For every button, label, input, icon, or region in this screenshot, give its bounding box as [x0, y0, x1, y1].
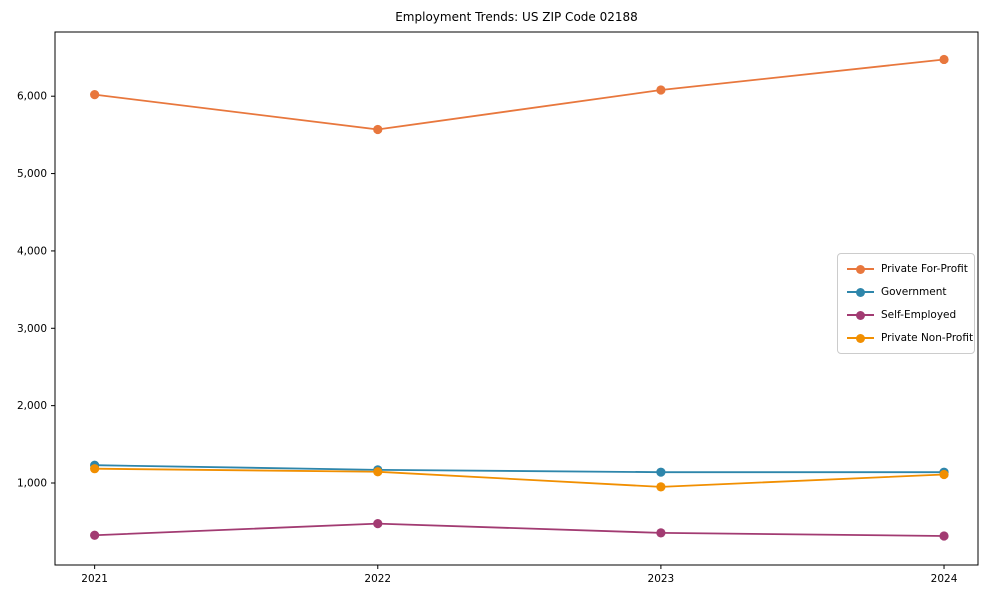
x-tick-label: 2021 — [81, 573, 108, 585]
plot-border — [54, 31, 979, 566]
legend-item-government: Government — [847, 284, 966, 300]
legend-label: Private For-Profit — [881, 263, 968, 275]
series-line-self-employed — [94, 522, 945, 537]
y-tick-label: 5,000 — [17, 168, 47, 180]
chart-title: Employment Trends: US ZIP Code 02188 — [395, 10, 638, 24]
data-point-private-non-profit-2024 — [939, 469, 949, 480]
legend-label: Self-Employed — [881, 309, 957, 321]
legend-item-self-employed: Self-Employed — [847, 307, 966, 323]
series-line-private-for-profit — [94, 58, 945, 131]
data-point-private-for-profit-2021 — [90, 90, 100, 100]
data-point-government-2023 — [656, 467, 666, 477]
y-tick-label: 4,000 — [17, 245, 47, 257]
data-point-private-non-profit-2022 — [373, 467, 383, 477]
legend-item-private-for-profit: Private For-Profit — [847, 261, 968, 277]
y-tick-label: 3,000 — [17, 323, 47, 335]
data-point-private-non-profit-2021 — [90, 464, 100, 474]
legend-marker-icon — [847, 330, 874, 346]
data-point-self-employed-2022 — [373, 519, 383, 529]
data-point-self-employed-2023 — [656, 528, 666, 538]
data-point-self-employed-2024 — [939, 531, 949, 541]
legend-marker-icon — [847, 261, 874, 277]
data-point-private-for-profit-2024 — [939, 54, 949, 65]
legend-marker-icon — [847, 307, 874, 323]
legend-label: Government — [881, 286, 947, 298]
data-point-self-employed-2021 — [90, 530, 100, 540]
data-point-private-non-profit-2023 — [656, 482, 666, 492]
data-point-private-for-profit-2022 — [373, 124, 383, 135]
series-line-government — [94, 464, 945, 474]
x-tick-label: 2023 — [648, 573, 675, 585]
y-tick-label: 2,000 — [17, 400, 47, 412]
legend-item-private-non-profit: Private Non-Profit — [847, 330, 973, 346]
series-line-private-non-profit — [94, 467, 945, 488]
x-tick-label: 2022 — [364, 573, 391, 585]
legend: Private For-Profit Government Self-Employe… — [837, 253, 975, 354]
y-tick-label: 1,000 — [17, 478, 47, 490]
legend-label: Private Non-Profit — [881, 332, 974, 344]
x-tick-label: 2024 — [931, 573, 958, 585]
data-point-private-for-profit-2023 — [656, 85, 666, 95]
legend-marker-icon — [847, 284, 874, 300]
y-tick-label: 6,000 — [17, 91, 47, 103]
